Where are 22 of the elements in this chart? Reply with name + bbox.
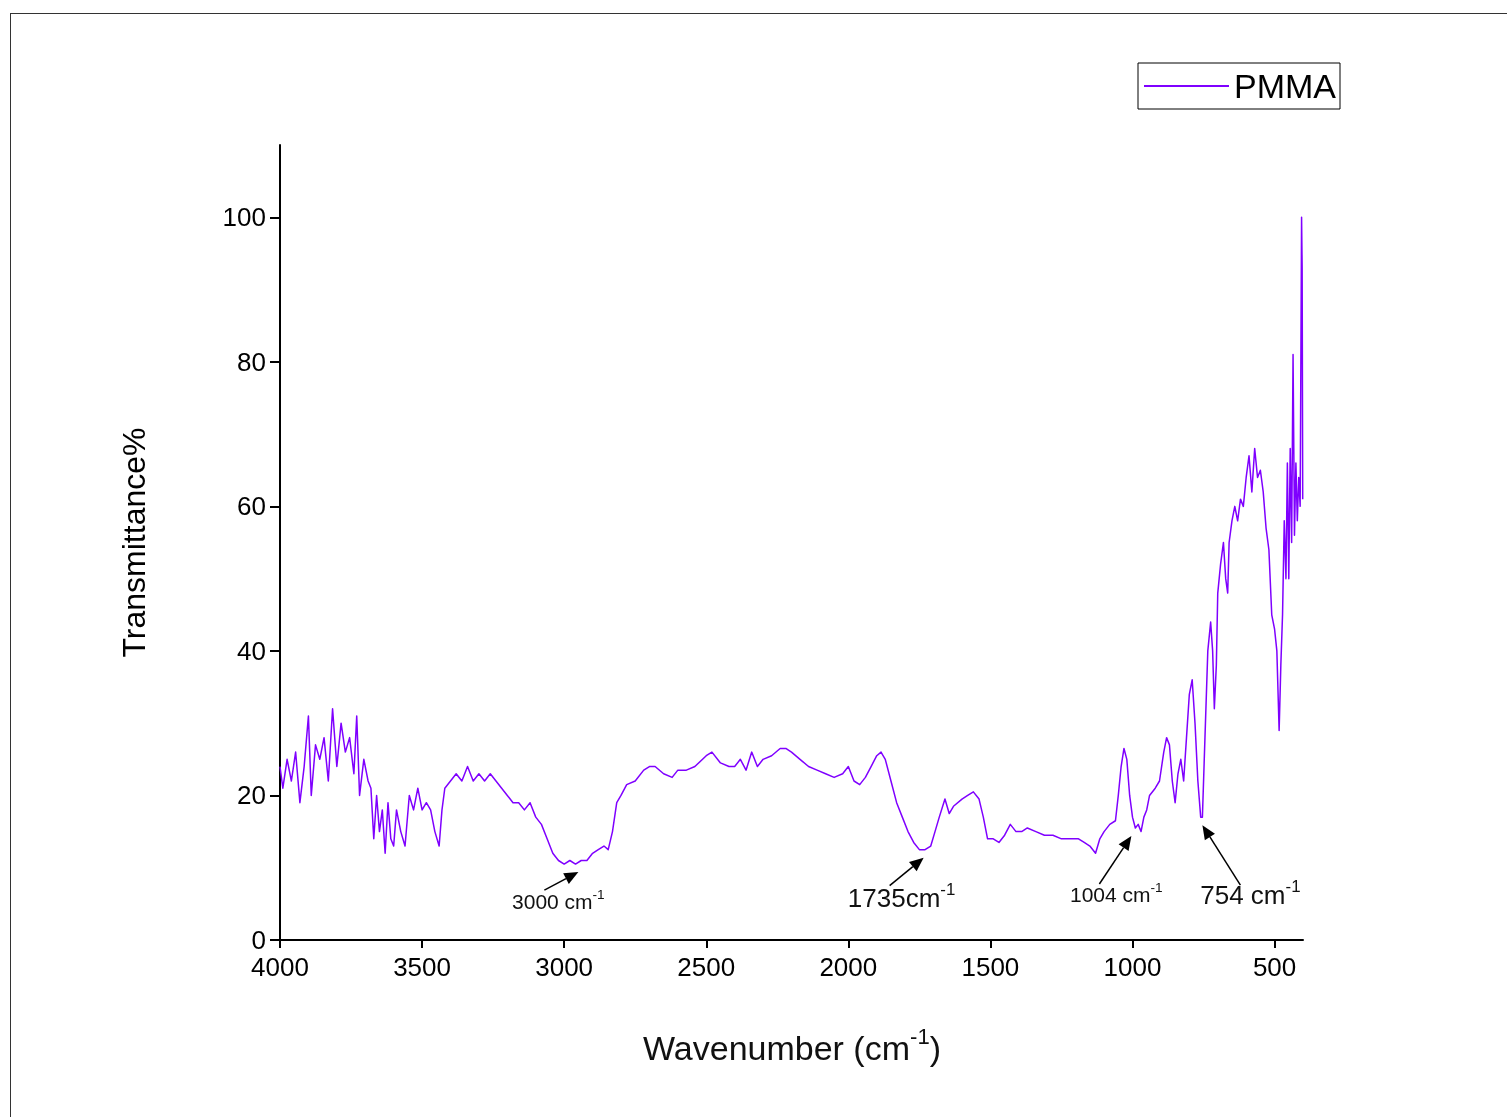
legend-label: PMMA <box>1234 67 1337 105</box>
annotation: 3000 cm$^{-1}$ <box>512 887 605 915</box>
annotation: 754 cm$^{-1}$ <box>1200 876 1301 911</box>
x-tick-label: 3500 <box>393 952 452 982</box>
annotation: 1004 cm$^{-1}$ <box>1070 880 1163 907</box>
x-tick-label: 1500 <box>961 952 1020 982</box>
x-axis-title: Wavenumber (cm$^{-1}$) <box>642 1024 942 1068</box>
x-tick-label: 2000 <box>819 952 878 982</box>
y-tick-label: 0 <box>251 925 266 955</box>
y-tick-label: 40 <box>237 635 266 666</box>
y-tick-label: 60 <box>237 491 266 522</box>
x-tick-label: 4000 <box>251 952 309 982</box>
y-tick-label: 80 <box>237 346 266 377</box>
line-series <box>279 216 1304 865</box>
x-tick-label: 1000 <box>1103 952 1162 982</box>
x-tick-label: 2500 <box>677 952 736 982</box>
y-axis-title: Transmittance% <box>116 427 152 658</box>
annotation: 1735cm$^{-1}$ <box>847 879 956 914</box>
y-tick-label: 20 <box>237 780 266 811</box>
y-tick-label: 100 <box>222 202 266 233</box>
x-tick-label: 500 <box>1252 952 1297 982</box>
x-tick-label: 3000 <box>535 952 594 982</box>
